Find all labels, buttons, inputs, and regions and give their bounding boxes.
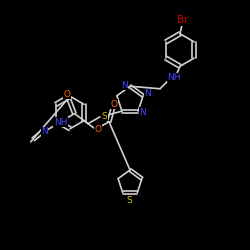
Text: NH: NH <box>54 118 68 127</box>
Text: O: O <box>110 100 117 109</box>
Text: Br: Br <box>177 15 188 25</box>
Text: N: N <box>41 127 48 136</box>
Text: S: S <box>126 196 132 205</box>
Text: O: O <box>64 90 70 98</box>
Text: NH: NH <box>167 73 180 82</box>
Text: S: S <box>102 112 107 120</box>
Text: N: N <box>139 108 146 117</box>
Text: O: O <box>94 125 101 134</box>
Text: N: N <box>144 89 151 98</box>
Text: N: N <box>121 80 128 90</box>
